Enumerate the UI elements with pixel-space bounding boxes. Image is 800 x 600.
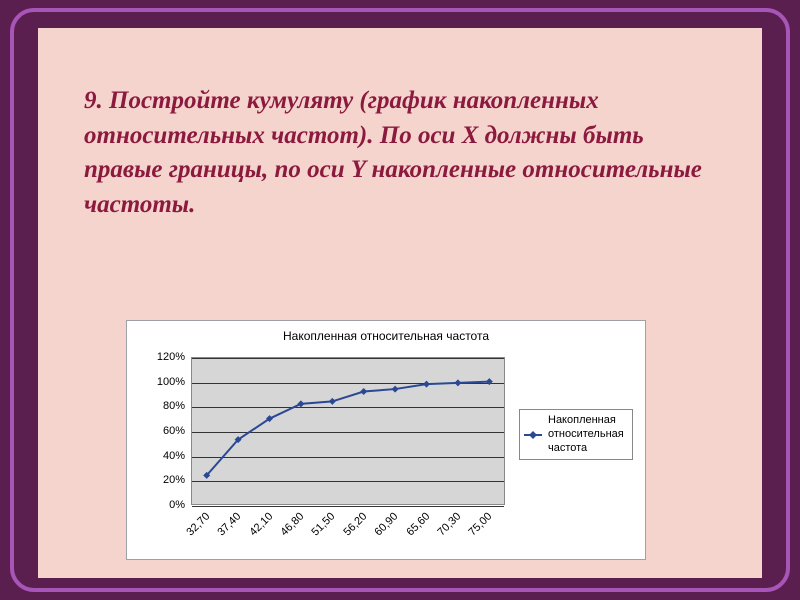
gridline xyxy=(192,358,504,359)
x-tick-label: 46,80 xyxy=(274,506,311,543)
y-tick-label: 0% xyxy=(135,499,185,511)
gridline xyxy=(192,481,504,482)
y-tick-label: 80% xyxy=(135,400,185,412)
gridline xyxy=(192,432,504,433)
slide-content: 9. Постройте кумуляту (график накопленны… xyxy=(38,28,762,578)
x-tick-label: 37,40 xyxy=(211,506,248,543)
legend-marker xyxy=(524,430,542,440)
plot-area xyxy=(191,357,505,505)
x-tick-label: 32,70 xyxy=(180,506,217,543)
cumulative-chart: Накопленная относительная частота 0% 20% 4… xyxy=(126,320,646,560)
gridline xyxy=(192,383,504,384)
y-tick-label: 20% xyxy=(135,474,185,486)
y-tick-label: 100% xyxy=(135,376,185,388)
y-tick-label: 120% xyxy=(135,351,185,363)
gridline xyxy=(192,457,504,458)
x-tick-label: 60,90 xyxy=(368,506,405,543)
x-tick-label: 51,50 xyxy=(305,506,342,543)
x-tick-label: 70,30 xyxy=(431,506,468,543)
x-tick-label: 56,20 xyxy=(337,506,374,543)
y-tick-label: 40% xyxy=(135,450,185,462)
x-tick-label: 42,10 xyxy=(243,506,280,543)
chart-title: Накопленная относительная частота xyxy=(127,329,645,343)
chart-legend: Накопленная относительная частота xyxy=(519,409,633,460)
x-tick-label: 65,60 xyxy=(400,506,437,543)
y-tick-label: 60% xyxy=(135,425,185,437)
task-title: 9. Постройте кумуляту (график накопленны… xyxy=(84,84,722,222)
legend-label: Накопленная относительная частота xyxy=(548,414,624,454)
gridline xyxy=(192,407,504,408)
x-tick-label: 75,00 xyxy=(462,506,499,543)
